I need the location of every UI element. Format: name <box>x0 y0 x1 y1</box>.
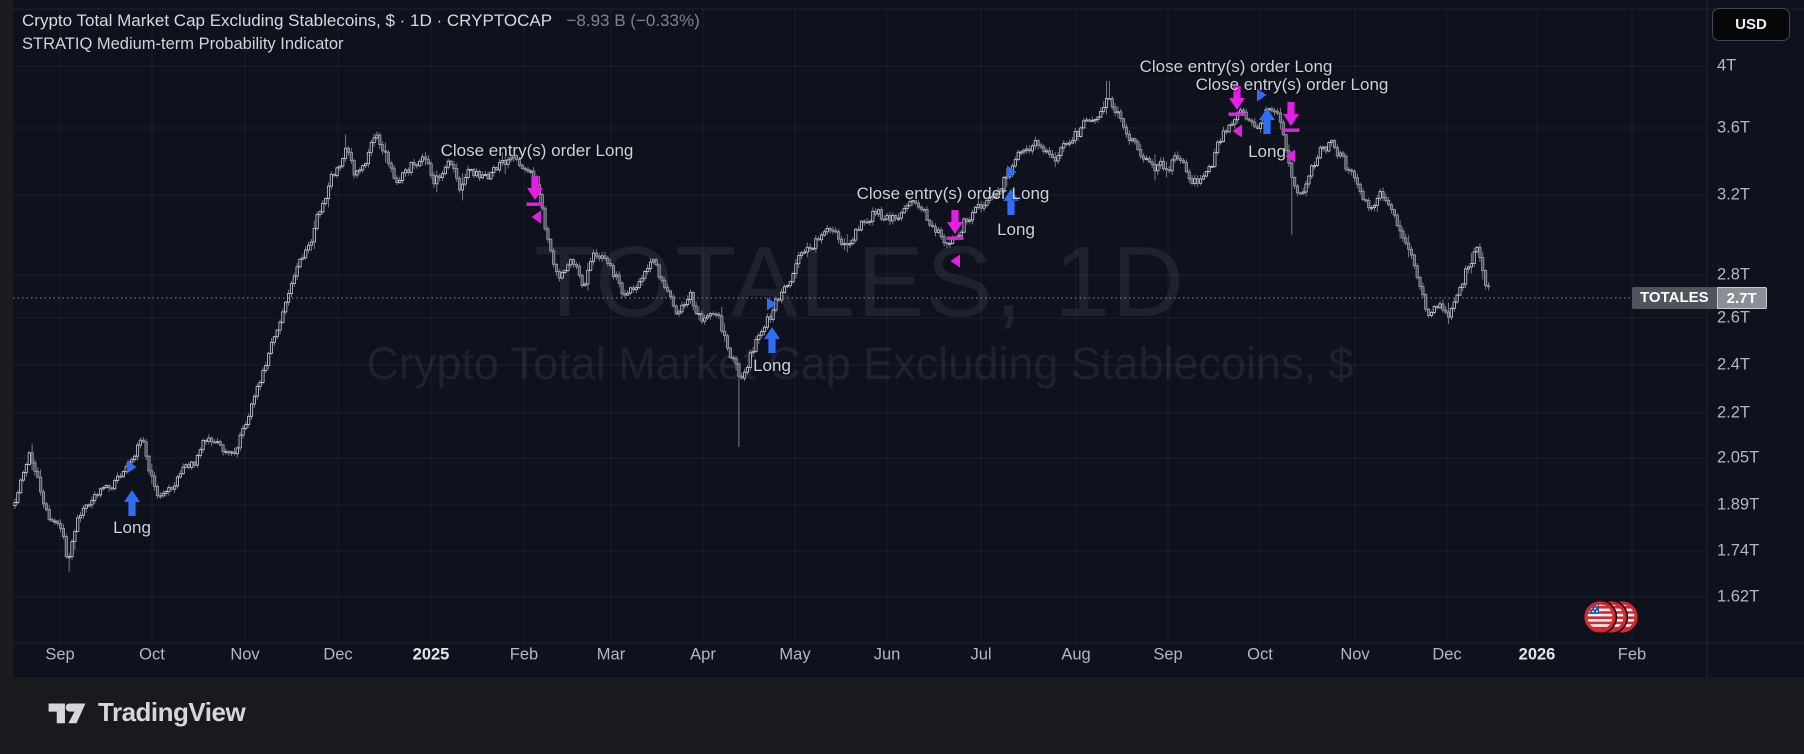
close-order-arrow-icon <box>526 176 544 206</box>
time-axis-label: Sep <box>1153 645 1183 664</box>
flag-circle-front <box>1582 599 1618 635</box>
bottom-bar: TradingView <box>0 677 1804 754</box>
long-signal-label: Long <box>997 220 1035 239</box>
time-axis-label: Feb <box>509 645 539 664</box>
tradingview-logo-text: TradingView <box>98 697 246 727</box>
time-axis-label: May <box>779 645 811 664</box>
price-axis-label: 3.6T <box>1717 118 1751 137</box>
time-axis-label: Nov <box>230 645 260 664</box>
flag-stack-icon[interactable] <box>1581 598 1643 638</box>
time-axis-label: Apr <box>690 645 716 664</box>
close-order-signal-label: Close entry(s) order Long <box>856 184 1050 203</box>
signal-triangle-icon <box>950 254 960 268</box>
signal-triangle-icon <box>1007 165 1017 179</box>
long-signal-label: Long <box>113 518 151 537</box>
time-axis-label: Jul <box>970 645 992 664</box>
long-signal-label: Long <box>753 356 791 375</box>
signal-triangle-icon <box>127 460 137 474</box>
time-axis-label: 2025 <box>412 645 450 664</box>
tradingview-logo-icon <box>48 702 86 723</box>
time-axis-label: Oct <box>139 645 165 664</box>
price-badge-symbol: TOTALES <box>1632 287 1717 309</box>
chart-legend: Crypto Total Market Cap Excluding Stable… <box>22 10 700 55</box>
price-axis-label: 2.05T <box>1717 448 1760 467</box>
price-axis-label: 2.2T <box>1717 403 1751 422</box>
long-signal-label: Long <box>1248 142 1286 161</box>
price-axis-label: 2.8T <box>1717 265 1751 284</box>
price-badge-value: 2.7T <box>1716 287 1767 309</box>
close-order-signal-label: Close entry(s) order Long <box>1195 75 1389 94</box>
price-axis-label: 3.2T <box>1717 185 1751 204</box>
tradingview-logo[interactable]: TradingView <box>46 697 246 728</box>
symbol-title[interactable]: Crypto Total Market Cap Excluding Stable… <box>22 11 552 30</box>
currency-toggle-button[interactable]: USD <box>1712 8 1790 41</box>
candlestick-chart-canvas[interactable] <box>0 0 1804 677</box>
price-axis-label: 1.62T <box>1717 587 1760 606</box>
signal-triangle-icon <box>531 210 541 224</box>
close-order-signal-label: Close entry(s) order Long <box>1139 57 1333 76</box>
price-axis-label: 1.74T <box>1717 541 1760 560</box>
time-axis-label: Aug <box>1061 645 1091 664</box>
close-order-arrow-icon <box>1282 102 1300 132</box>
price-axis-label: 2.4T <box>1717 355 1751 374</box>
close-order-signal-label: Close entry(s) order Long <box>440 141 634 160</box>
time-axis-label: Oct <box>1247 645 1273 664</box>
left-margin-strip <box>0 0 13 677</box>
price-axis-label: 4T <box>1717 56 1737 75</box>
long-entry-arrow-icon <box>124 490 140 516</box>
long-entry-arrow-icon <box>1259 108 1275 134</box>
long-entry-arrow-icon <box>1003 189 1019 215</box>
time-axis-label: Feb <box>1617 645 1647 664</box>
time-axis-label: Nov <box>1340 645 1370 664</box>
time-axis-label: Dec <box>323 645 353 664</box>
current-price-badge: TOTALES 2.7T <box>1632 287 1767 309</box>
price-axis-label: 1.89T <box>1717 495 1760 514</box>
time-axis-label: Dec <box>1432 645 1462 664</box>
indicator-title[interactable]: STRATIQ Medium-term Probability Indicato… <box>22 35 344 53</box>
signal-triangle-icon <box>767 297 777 311</box>
time-axis-label: Sep <box>45 645 75 664</box>
time-axis-label: Jun <box>873 645 901 664</box>
signal-triangle-icon <box>1285 149 1295 163</box>
price-axis-label: 2.6T <box>1717 308 1751 327</box>
close-order-arrow-icon <box>1228 86 1246 116</box>
price-change-readout: −8.93 B (−0.33%) <box>566 11 700 30</box>
time-axis-label: Mar <box>596 645 626 664</box>
signal-triangle-icon <box>1232 124 1242 138</box>
time-axis-label: 2026 <box>1518 645 1556 664</box>
close-order-arrow-icon <box>946 210 964 240</box>
signal-triangle-icon <box>1257 88 1267 102</box>
long-entry-arrow-icon <box>764 327 780 353</box>
